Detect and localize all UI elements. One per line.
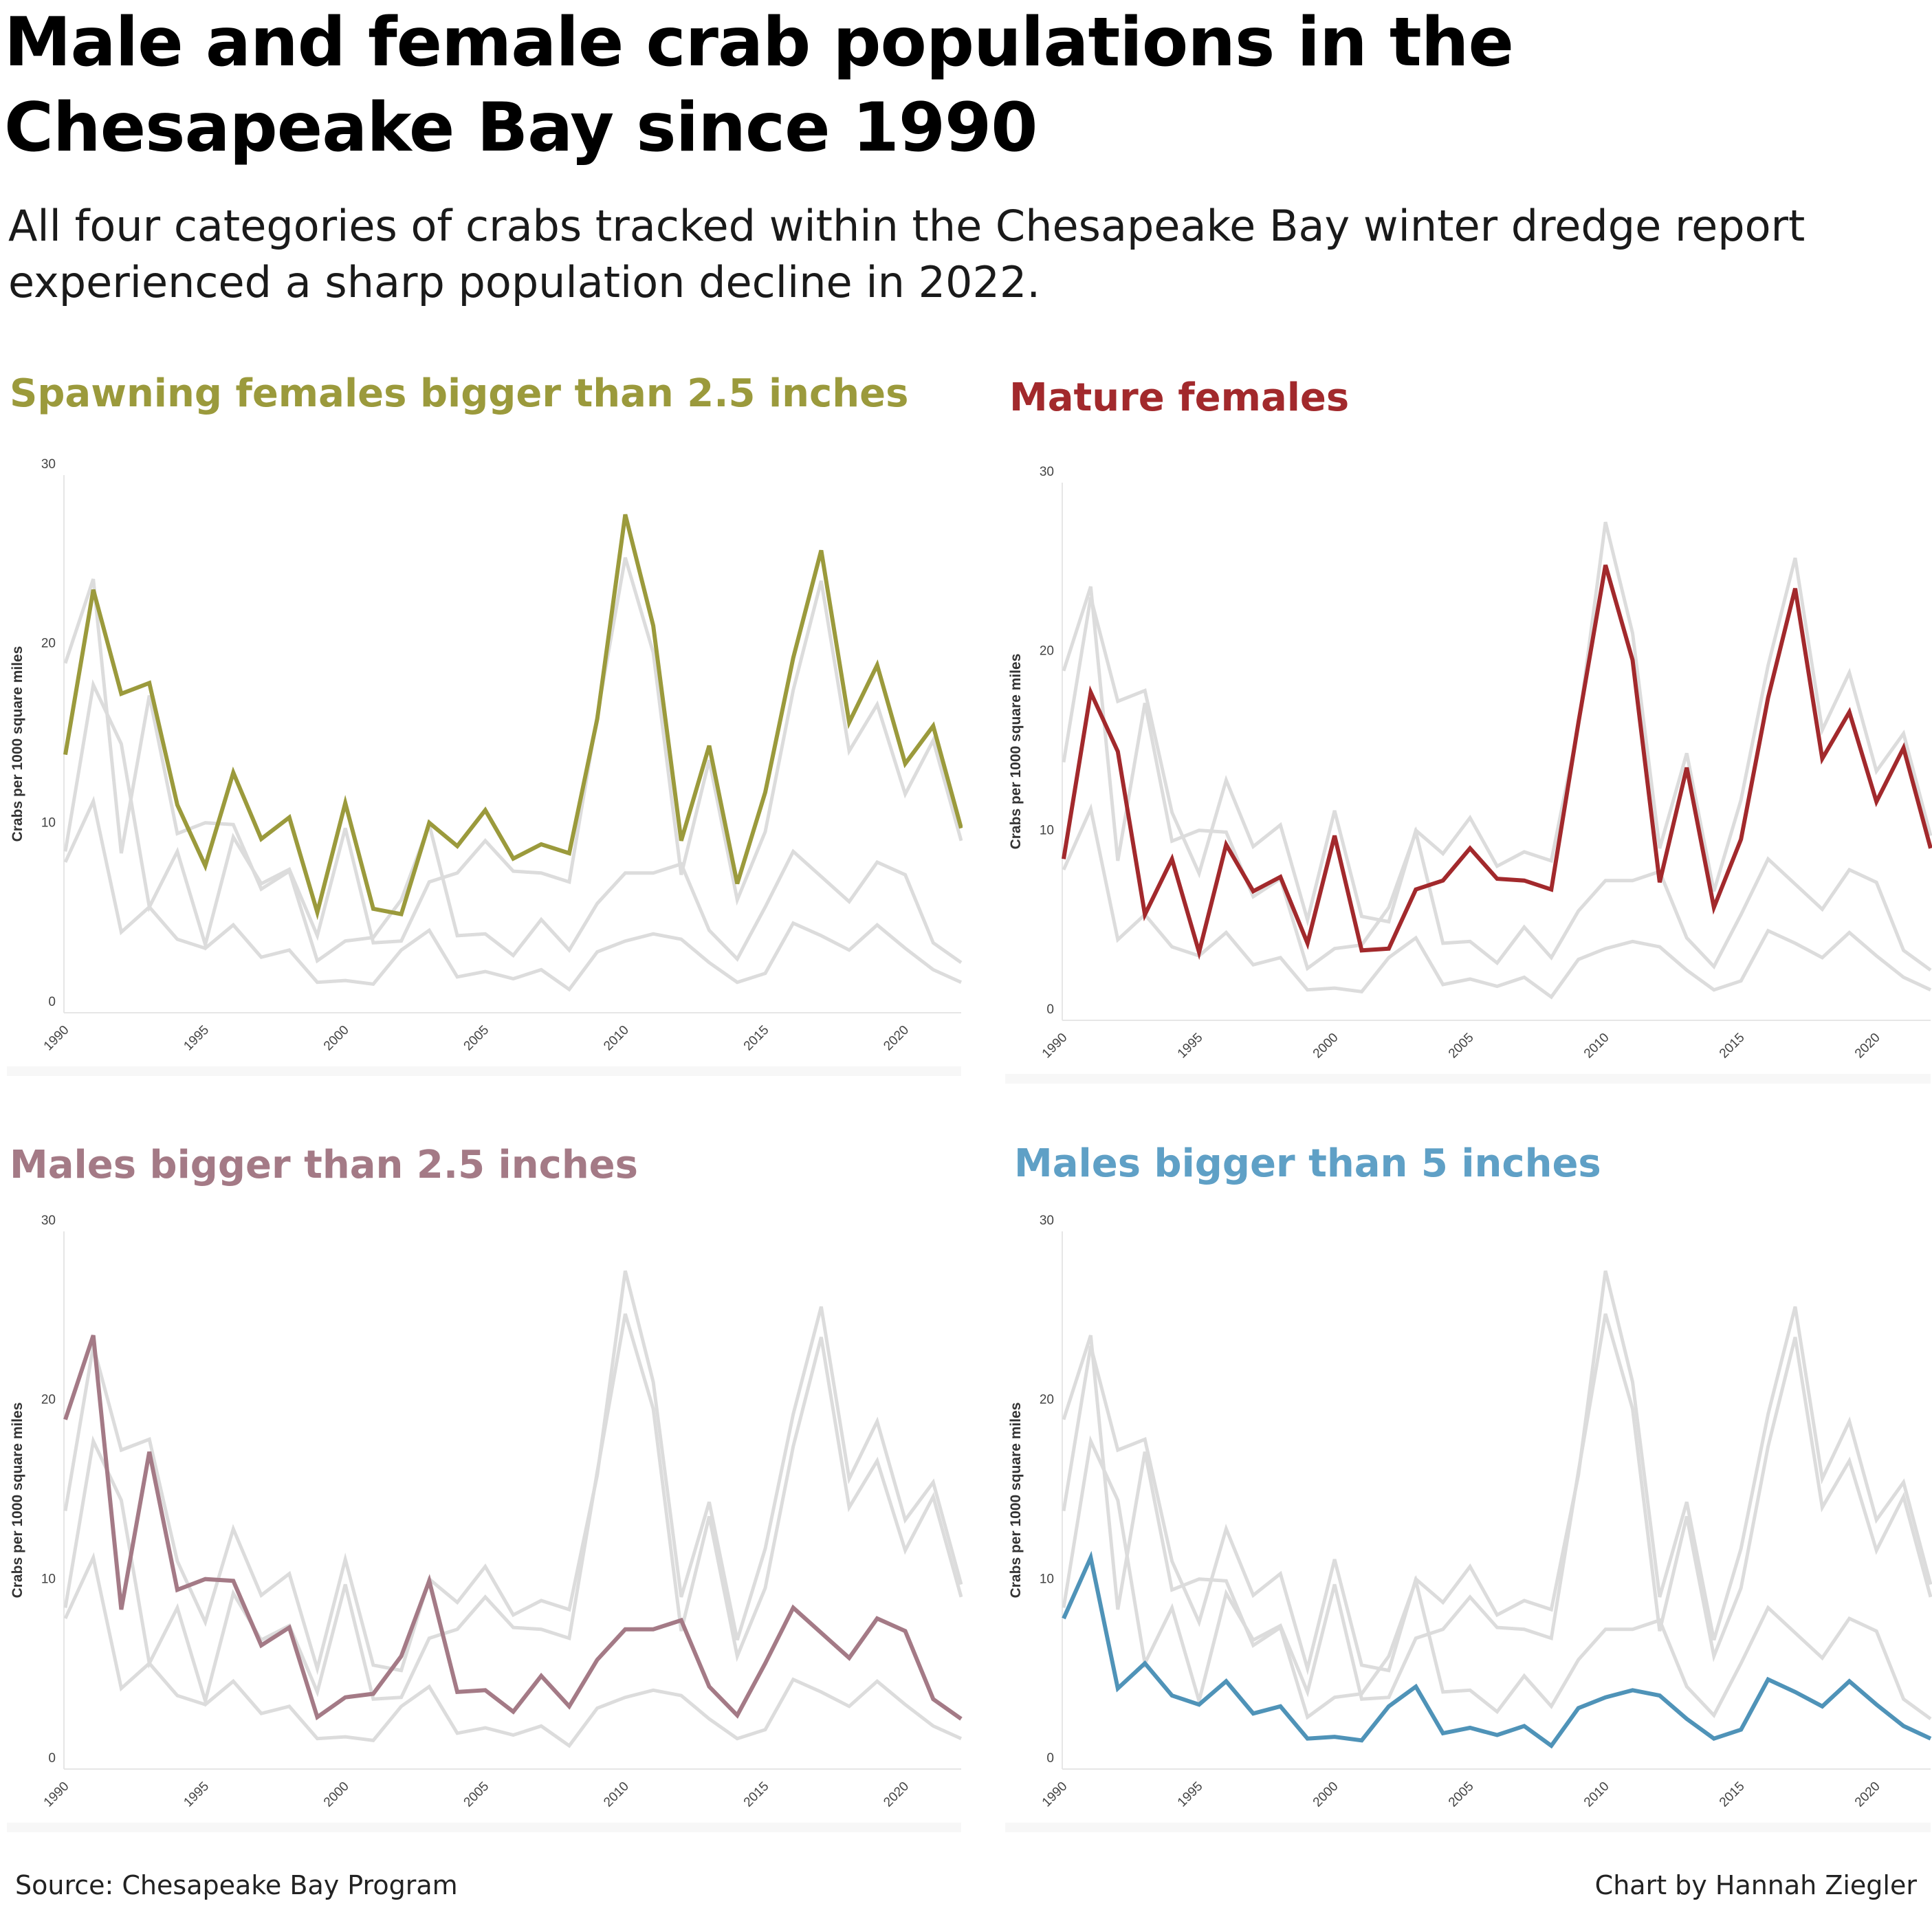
x-tick-label: 2020 (881, 1779, 912, 1810)
chart-males5: 0 10 20 30 Crabs per 1000 square miles 1990 19… (1005, 1214, 1932, 1832)
x-tick-label: 1990 (41, 1779, 72, 1810)
x-tick-label: 2010 (1581, 1031, 1612, 1062)
x-tick-label: 2020 (1852, 1779, 1883, 1810)
series-line-males25-context (1062, 1335, 1932, 1721)
series-line-males5-highlight (1062, 1550, 1932, 1749)
x-axis-band (1005, 1074, 1931, 1084)
chart-spawning: 0 10 20 30 Crabs per 1000 square miles 1990 19… (7, 457, 963, 1076)
y-tick-label: 20 (1040, 644, 1054, 659)
x-tick-label: 2005 (461, 1779, 492, 1810)
x-tick-label: 1995 (181, 1023, 212, 1054)
panel-title-spawning: Spawning females bigger than 2.5 inches (10, 371, 909, 416)
x-tick-label: 1990 (41, 1023, 72, 1054)
y-tick-label: 0 (48, 1751, 56, 1766)
y-axis-label: Crabs per 1000 square miles (1008, 654, 1024, 850)
x-tick-label: 2015 (1717, 1779, 1748, 1810)
y-tick-label: 0 (1046, 1751, 1054, 1766)
x-tick-label: 2010 (601, 1023, 632, 1054)
y-tick-label: 20 (1040, 1393, 1054, 1407)
x-tick-label: 2000 (321, 1023, 352, 1054)
series-line-males5-context (63, 795, 963, 992)
y-tick-label: 30 (41, 1214, 56, 1228)
x-tick-label: 1995 (181, 1779, 212, 1810)
y-axis-label: Crabs per 1000 square miles (10, 1403, 25, 1599)
series-line-spawning-context (63, 1270, 963, 1676)
x-tick-label: 2005 (1446, 1031, 1477, 1062)
y-tick-label: 10 (1040, 1572, 1054, 1586)
x-tick-label: 2020 (881, 1023, 912, 1054)
x-axis-band (7, 1823, 961, 1832)
y-tick-label: 30 (41, 457, 56, 472)
x-tick-label: 2005 (1446, 1779, 1477, 1810)
y-tick-label: 10 (41, 1572, 56, 1586)
y-axis-label: Crabs per 1000 square miles (10, 646, 25, 842)
chart-mature: 0 10 20 30 Crabs per 1000 square miles 1990 19… (1005, 465, 1932, 1084)
x-tick-label: 1990 (1040, 1031, 1071, 1062)
x-tick-label: 1990 (1040, 1779, 1071, 1810)
series-line-males25-context (1062, 586, 1932, 972)
x-tick-label: 2010 (601, 1779, 632, 1810)
panel-title-males25: Males bigger than 2.5 inches (10, 1143, 638, 1187)
y-tick-label: 30 (1040, 1214, 1054, 1228)
page-subtitle: All four categories of crabs tracked wit… (8, 201, 1805, 307)
y-tick-label: 30 (1040, 465, 1054, 479)
y-tick-label: 10 (1040, 823, 1054, 837)
x-axis-band (1005, 1823, 1931, 1832)
y-tick-label: 20 (41, 1393, 56, 1407)
series-line-males5-context (63, 1552, 963, 1748)
series-line-mature-context (63, 1313, 963, 1708)
y-tick-label: 10 (41, 815, 56, 830)
series-line-mature-highlight (1062, 564, 1932, 961)
series-line-males25-context (63, 578, 963, 965)
panel-title-males5: Males bigger than 5 inches (1014, 1141, 1601, 1186)
series-line-males5-context (1062, 803, 1932, 1000)
x-tick-label: 2015 (741, 1023, 772, 1054)
series-line-mature-context (63, 557, 963, 952)
series-line-spawning-context (1062, 1270, 1932, 1676)
chart-credit: Chart by Hannah Ziegler (1594, 1870, 1917, 1900)
x-tick-label: 1995 (1175, 1031, 1206, 1062)
panel-title-mature: Mature females (1009, 375, 1350, 420)
x-tick-label: 2000 (321, 1779, 352, 1810)
chart-males25: 0 10 20 30 Crabs per 1000 square miles 1990 19… (7, 1214, 963, 1832)
y-tick-label: 20 (41, 637, 56, 651)
y-tick-label: 0 (1046, 1002, 1054, 1017)
y-axis-label: Crabs per 1000 square miles (1008, 1403, 1024, 1599)
x-tick-label: 2005 (461, 1023, 492, 1054)
x-tick-label: 2000 (1310, 1031, 1341, 1062)
source-note: Source: Chesapeake Bay Program (15, 1870, 458, 1900)
series-line-mature-context (1062, 1313, 1932, 1708)
x-tick-label: 1995 (1175, 1779, 1206, 1810)
x-tick-label: 2010 (1581, 1779, 1612, 1810)
x-tick-label: 2015 (1717, 1031, 1748, 1062)
x-tick-label: 2015 (741, 1779, 772, 1810)
series-line-spawning-context (1062, 521, 1932, 927)
x-tick-label: 2000 (1310, 1779, 1341, 1810)
y-tick-label: 0 (48, 995, 56, 1009)
page-title: Male and female crab populations in the … (4, 3, 1514, 167)
series-line-males25-highlight (63, 1335, 963, 1721)
x-tick-label: 2020 (1852, 1031, 1883, 1062)
series-line-spawning-highlight (63, 514, 963, 921)
x-axis-band (7, 1066, 961, 1076)
